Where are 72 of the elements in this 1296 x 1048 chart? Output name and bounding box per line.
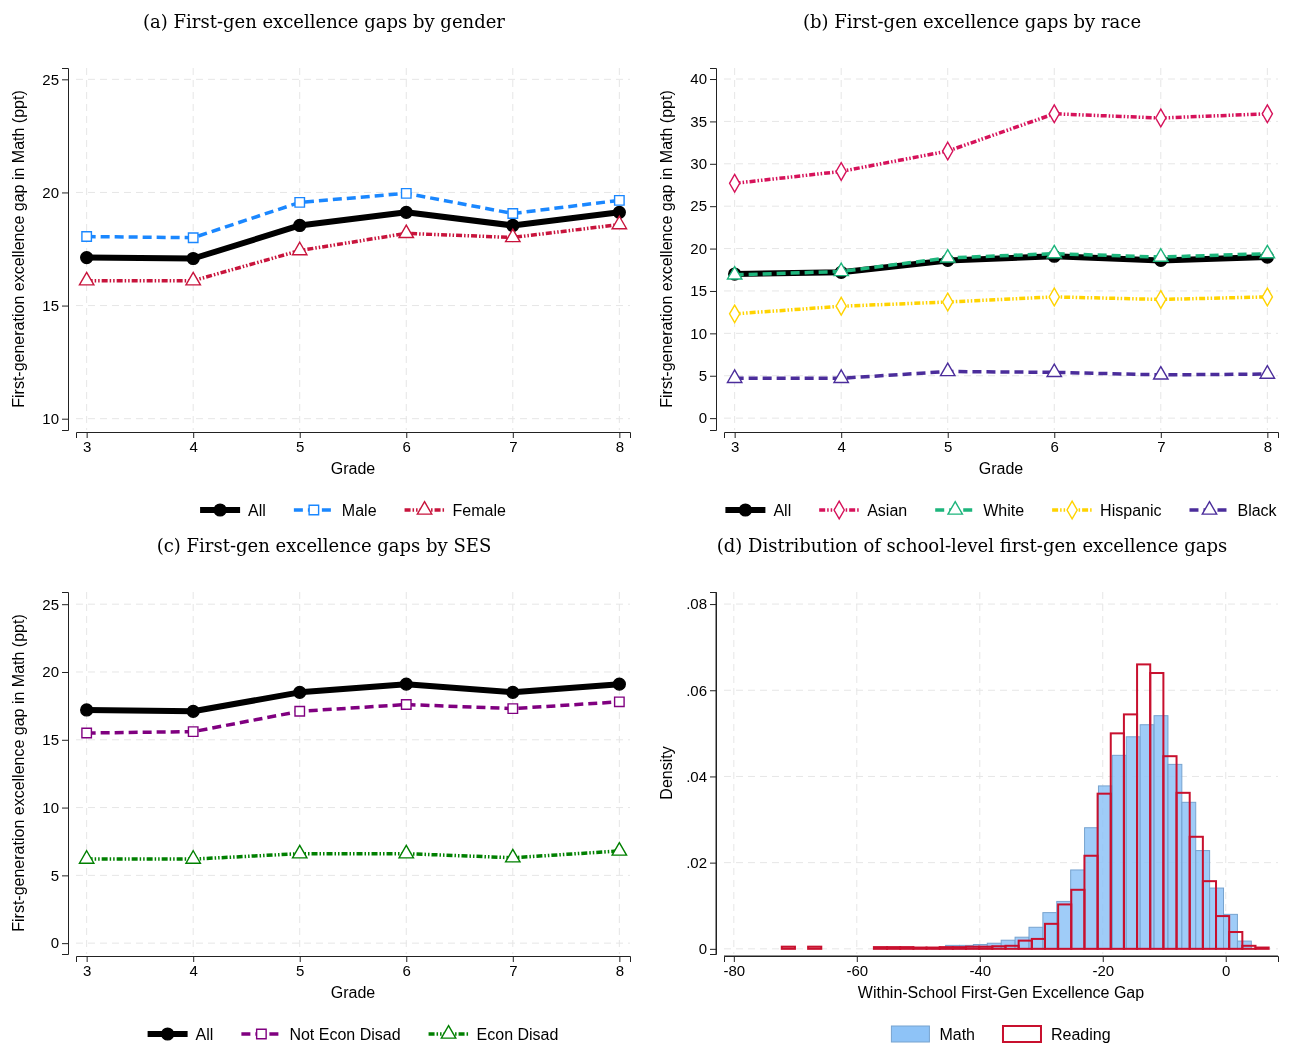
- legend-label: Female: [452, 502, 507, 519]
- legend-label: All: [773, 502, 792, 519]
- y-axis-title: First-generation excellence gap in Math (ppt): [10, 90, 27, 408]
- y-axis-title: First-generation excellence gap in Math (ppt): [10, 614, 27, 932]
- x-tick-label: 4: [837, 437, 846, 455]
- x-tick-label: 4: [189, 437, 198, 455]
- y-tick-label: .06: [686, 681, 707, 699]
- x-tick-label: -20: [1092, 961, 1115, 979]
- x-axis-title: Grade: [330, 984, 376, 1001]
- y-tick-label: 20: [42, 663, 59, 681]
- y-tick-label: 10: [42, 798, 59, 816]
- x-axis-title: Grade: [978, 460, 1024, 477]
- x-tick-label: 4: [189, 961, 198, 979]
- y-tick-label: 15: [42, 296, 59, 314]
- y-tick-label: 0: [50, 934, 59, 952]
- y-tick-label: 15: [690, 282, 707, 300]
- x-tick-label: -40: [969, 961, 992, 979]
- legend-label: Hispanic: [1100, 502, 1162, 519]
- chart-title: (c) First-gen excellence gaps by SES: [156, 535, 492, 556]
- y-axis-title: First-generation excellence gap in Math (ppt): [658, 90, 675, 408]
- y-tick-label: 5: [698, 367, 707, 385]
- y-tick-label: 25: [690, 197, 707, 215]
- y-tick-label: .08: [686, 595, 707, 613]
- legend-label: Reading: [1050, 1026, 1111, 1043]
- x-tick-label: 7: [1157, 437, 1166, 455]
- legend-label: Male: [341, 502, 377, 519]
- legend-label: Not Econ Disad: [289, 1026, 401, 1043]
- y-tick-label: 5: [50, 866, 59, 884]
- x-tick-label: 3: [82, 437, 92, 455]
- x-tick-label: 5: [944, 437, 953, 455]
- x-axis-title: Grade: [330, 460, 376, 477]
- y-tick-label: 25: [42, 70, 59, 88]
- y-tick-label: .02: [686, 853, 707, 871]
- legend-label: White: [983, 502, 1025, 519]
- x-tick-label: -60: [846, 961, 869, 979]
- chart-title: (d) Distribution of school-level first-gen excellence gaps: [716, 535, 1228, 556]
- y-tick-label: 25: [42, 595, 59, 613]
- x-tick-label: 6: [402, 437, 411, 455]
- x-tick-label: 7: [509, 961, 518, 979]
- x-tick-label: 0: [1222, 961, 1231, 979]
- y-axis-title: Density: [658, 746, 675, 800]
- legend-label: All: [248, 502, 266, 519]
- x-axis-title: Within-School First-Gen Excellence Gap: [857, 984, 1145, 1001]
- x-tick-label: 3: [730, 437, 740, 455]
- y-tick-label: 15: [42, 731, 59, 749]
- legend-label: Econ Disad: [476, 1026, 559, 1043]
- y-tick-label: 10: [690, 324, 707, 342]
- y-tick-label: 35: [690, 112, 707, 130]
- legend-label: Math: [939, 1026, 975, 1043]
- y-tick-label: 20: [690, 239, 707, 257]
- y-tick-label: 20: [42, 183, 59, 201]
- x-tick-label: 5: [296, 961, 305, 979]
- x-tick-label: 7: [509, 437, 518, 455]
- legend-label: Asian: [867, 502, 908, 519]
- x-tick-label: -80: [723, 961, 746, 979]
- y-tick-label: 0: [698, 409, 707, 427]
- legend-label: All: [195, 1026, 214, 1043]
- x-tick-label: 6: [402, 961, 411, 979]
- y-tick-label: 10: [42, 409, 59, 427]
- x-tick-label: 5: [296, 437, 305, 455]
- chart-title: (b) First-gen excellence gaps by race: [802, 11, 1142, 32]
- x-tick-label: 8: [615, 437, 625, 455]
- chart-title: (a) First-gen excellence gaps by gender: [143, 11, 506, 32]
- y-tick-label: 40: [690, 70, 707, 88]
- y-tick-label: .04: [686, 767, 707, 785]
- x-tick-label: 8: [1263, 437, 1273, 455]
- x-tick-label: 3: [82, 961, 92, 979]
- x-tick-label: 8: [615, 961, 625, 979]
- x-tick-label: 6: [1050, 437, 1059, 455]
- y-tick-label: 30: [690, 155, 707, 173]
- legend-label: Black: [1237, 502, 1278, 519]
- y-tick-label: 0: [698, 940, 707, 958]
